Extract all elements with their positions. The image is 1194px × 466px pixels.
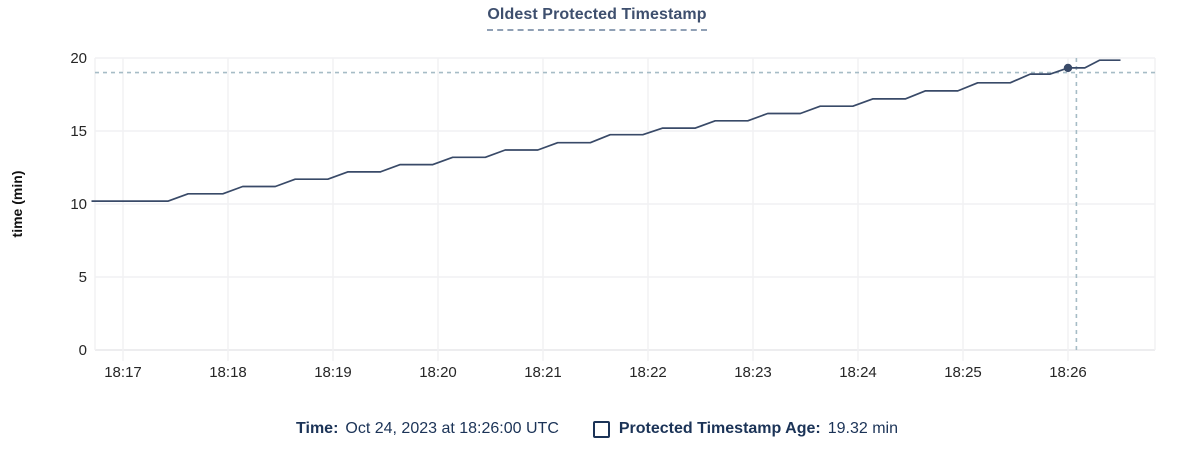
hover-series-label: Protected Timestamp Age: — [618, 420, 821, 437]
series-line — [91, 59, 1121, 202]
x-tick-label: 18:18 — [209, 364, 247, 381]
y-tick-label: 10 — [70, 196, 87, 213]
chart-title[interactable]: Oldest Protected Timestamp — [487, 6, 707, 31]
x-tick-label: 18:21 — [524, 364, 562, 381]
x-tick-label: 18:19 — [314, 364, 352, 381]
x-tick-label: 18:22 — [629, 364, 667, 381]
y-tick-label: 20 — [70, 50, 87, 67]
hover-point — [1063, 63, 1073, 73]
hover-legend: Time: Oct 24, 2023 at 18:26:00 UTC Prote… — [0, 420, 1194, 438]
x-tick-label: 18:24 — [839, 364, 877, 381]
x-tick-label: 18:17 — [104, 364, 142, 381]
hover-time-value: Oct 24, 2023 at 18:26:00 UTC — [345, 420, 559, 437]
y-tick-label: 15 — [70, 123, 87, 140]
hover-series-group: Protected Timestamp Age: 19.32 min — [592, 420, 898, 438]
x-tick-label: 18:26 — [1049, 364, 1087, 381]
x-tick-label: 18:25 — [944, 364, 982, 381]
x-tick-label: 18:20 — [419, 364, 457, 381]
hover-series-value: 19.32 min — [827, 420, 898, 437]
line-chart-plot-area[interactable]: 0 5 10 15 20 18:17 18:18 18:19 18:20 18:21 18:22 18… — [0, 0, 1194, 410]
y-tick-label: 0 — [79, 342, 87, 359]
series-checkbox-icon[interactable] — [592, 420, 610, 438]
y-axis-title: time (min) — [9, 171, 25, 238]
x-tick-label: 18:23 — [734, 364, 772, 381]
chart-header: Oldest Protected Timestamp — [0, 6, 1194, 31]
y-tick-label: 5 — [79, 269, 87, 286]
hover-time-label: Time: — [296, 420, 339, 437]
hover-time-group: Time: Oct 24, 2023 at 18:26:00 UTC — [296, 420, 559, 438]
